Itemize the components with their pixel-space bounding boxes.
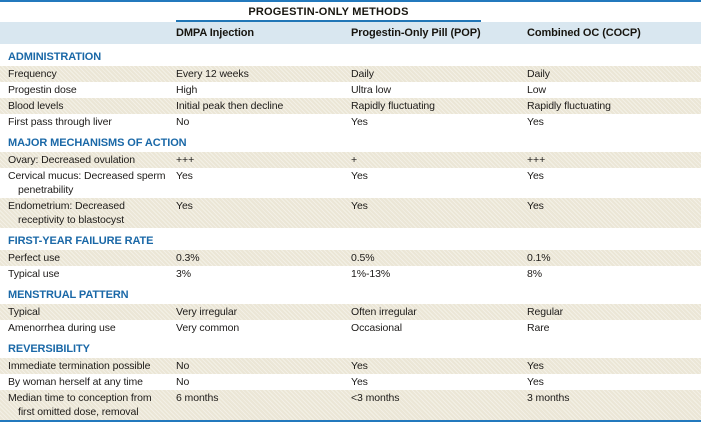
cell-pop: Rapidly fluctuating [351, 100, 435, 112]
cell-cocp: Daily [527, 68, 550, 80]
table-row: Typical Very irregular Often irregular Regu… [0, 304, 701, 320]
cell-dmpa: 0.3% [176, 252, 200, 264]
column-header-dmpa: DMPA Injection [176, 27, 255, 39]
table-body: ADMINISTRATION Frequency Every 12 weeks Dai… [0, 44, 701, 420]
row-label: Ovary: Decreased ovulation [8, 154, 135, 166]
bottom-rule [0, 420, 701, 422]
cell-pop: Ultra low [351, 84, 391, 96]
cell-pop: Yes [351, 360, 368, 372]
cell-pop: Yes [351, 116, 368, 128]
table-spanner-title: PROGESTIN-ONLY METHODS [248, 6, 409, 18]
cell-pop: Often irregular [351, 306, 417, 318]
cell-cocp: 0.1% [527, 252, 551, 264]
cell-dmpa: Every 12 weeks [176, 68, 249, 80]
column-header-cocp: Combined OC (COCP) [527, 27, 641, 39]
cell-dmpa: Initial peak then decline [176, 100, 284, 112]
section-header: MENSTRUAL PATTERN [0, 282, 701, 304]
cell-dmpa: Very common [176, 322, 240, 334]
cell-pop: 0.5% [351, 252, 375, 264]
cell-cocp: Low [527, 84, 546, 96]
cell-dmpa: 6 months [176, 392, 219, 404]
cell-cocp: Yes [527, 360, 544, 372]
row-label: Endometrium: Decreased receptivity to bl… [8, 200, 125, 226]
row-label: Progestin dose [8, 84, 77, 96]
section-header: REVERSIBILITY [0, 336, 701, 358]
cell-dmpa: Yes [176, 200, 193, 212]
cell-cocp: Rare [527, 322, 550, 334]
cell-pop: Yes [351, 200, 368, 212]
cell-cocp: +++ [527, 154, 546, 166]
table-row: Blood levels Initial peak then decline Rap… [0, 98, 701, 114]
table-row: First pass through liver No Yes Yes [0, 114, 701, 130]
column-header-pop: Progestin-Only Pill (POP) [351, 27, 481, 39]
table-row: Ovary: Decreased ovulation +++ + +++ [0, 152, 701, 168]
table-row: Frequency Every 12 weeks Daily Daily [0, 66, 701, 82]
column-header-row: DMPA Injection Progestin-Only Pill (POP)… [0, 22, 701, 44]
table-row: Immediate termination possible No Yes Yes [0, 358, 701, 374]
cell-dmpa: Very irregular [176, 306, 238, 318]
row-label: Frequency [8, 68, 57, 80]
row-label: Amenorrhea during use [8, 322, 116, 334]
cell-pop: 1%-13% [351, 268, 391, 280]
cell-cocp: Yes [527, 200, 544, 212]
cell-cocp: 3 months [527, 392, 570, 404]
cell-cocp: Regular [527, 306, 564, 318]
cell-cocp: Yes [527, 116, 544, 128]
table-row: Median time to conception from first omi… [0, 390, 701, 420]
row-label: First pass through liver [8, 116, 112, 128]
cell-dmpa: No [176, 376, 190, 388]
cell-pop: Yes [351, 170, 368, 182]
row-label: Immediate termination possible [8, 360, 151, 372]
cell-dmpa: No [176, 116, 190, 128]
cell-pop: <3 months [351, 392, 400, 404]
cell-pop: Daily [351, 68, 374, 80]
row-label: Typical [8, 306, 40, 318]
cell-dmpa: +++ [176, 154, 195, 166]
cell-dmpa: 3% [176, 268, 191, 280]
section-header: FIRST-YEAR FAILURE RATE [0, 228, 701, 250]
cell-cocp: 8% [527, 268, 542, 280]
table-row: Typical use 3% 1%-13% 8% [0, 266, 701, 282]
cell-pop: + [351, 154, 358, 166]
cell-pop: Yes [351, 376, 368, 388]
cell-dmpa: Yes [176, 170, 193, 182]
section-header: ADMINISTRATION [0, 44, 701, 66]
table-row: By woman herself at any time No Yes Yes [0, 374, 701, 390]
section-header: MAJOR MECHANISMS OF ACTION [0, 130, 701, 152]
top-rule [0, 0, 701, 2]
row-label: Perfect use [8, 252, 61, 264]
cell-pop: Occasional [351, 322, 402, 334]
row-label: By woman herself at any time [8, 376, 143, 388]
row-label: Typical use [8, 268, 60, 280]
row-label: Cervical mucus: Decreased sperm penetrab… [8, 170, 166, 196]
table-row: Perfect use 0.3% 0.5% 0.1% [0, 250, 701, 266]
table-row: Cervical mucus: Decreased sperm penetrab… [0, 168, 701, 198]
cell-dmpa: No [176, 360, 190, 372]
table-row: Amenorrhea during use Very common Occasion… [0, 320, 701, 336]
row-label: Median time to conception from first omi… [8, 392, 152, 418]
cell-cocp: Yes [527, 376, 544, 388]
spanner-header: PROGESTIN-ONLY METHODS [176, 2, 481, 22]
cell-dmpa: High [176, 84, 198, 96]
cell-cocp: Rapidly fluctuating [527, 100, 611, 112]
table-row: Progestin dose High Ultra low Low [0, 82, 701, 98]
table-row: Endometrium: Decreased receptivity to bl… [0, 198, 701, 228]
row-label: Blood levels [8, 100, 64, 112]
cell-cocp: Yes [527, 170, 544, 182]
